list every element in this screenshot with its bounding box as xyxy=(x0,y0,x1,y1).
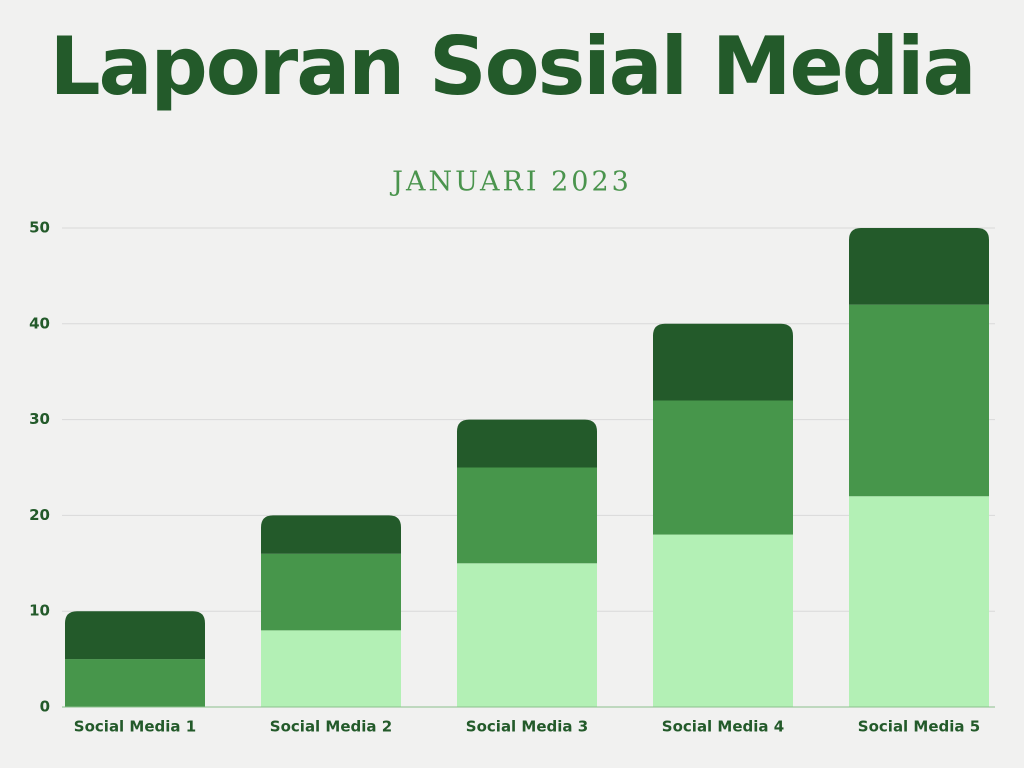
chart-title: Laporan Sosial Media xyxy=(50,20,975,113)
bar-segment xyxy=(849,304,989,497)
y-tick-label: 40 xyxy=(29,314,50,332)
bar-segment xyxy=(261,553,401,631)
y-tick-label: 10 xyxy=(29,602,50,620)
bar-segment xyxy=(849,228,989,305)
x-tick-label: Social Media 3 xyxy=(466,718,588,736)
y-tick-label: 20 xyxy=(29,506,50,524)
bar-segment xyxy=(261,515,401,554)
x-tick-label: Social Media 5 xyxy=(858,718,980,736)
bar-segment xyxy=(261,630,401,707)
x-tick-label: Social Media 4 xyxy=(662,718,784,736)
bar-segment xyxy=(65,659,205,707)
bar-segment xyxy=(653,400,793,535)
x-tick-label: Social Media 2 xyxy=(270,718,392,736)
y-tick-label: 30 xyxy=(29,410,50,428)
bar-segment xyxy=(849,496,989,707)
chart-subtitle: JANUARI 2023 xyxy=(389,167,632,198)
bar-segment xyxy=(65,611,205,660)
bar-segment xyxy=(653,323,793,401)
bar-segment xyxy=(457,563,597,707)
y-tick-label: 0 xyxy=(40,698,50,716)
x-tick-label: Social Media 1 xyxy=(74,718,196,736)
bar-segment xyxy=(653,534,793,707)
bar-segment xyxy=(457,419,597,468)
bar-segment xyxy=(457,467,597,564)
y-tick-label: 50 xyxy=(29,219,50,237)
